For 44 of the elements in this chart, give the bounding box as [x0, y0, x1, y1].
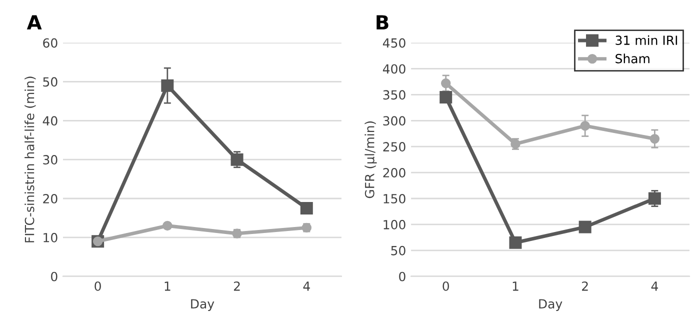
- x-tick-label: 1: [164, 282, 170, 291]
- y-axis-title: FITC-sinistrin half-life (min): [24, 76, 36, 242]
- y-tick-label: 100: [384, 220, 406, 230]
- y-tick-label: 300: [383, 116, 406, 126]
- point: [650, 134, 660, 144]
- y-tick-label: 450: [382, 38, 406, 48]
- y-axis-title: GFR (µl/min): [364, 121, 377, 198]
- chart-title: B: [376, 15, 388, 30]
- y-tick-label: 20: [43, 194, 58, 204]
- point: [580, 120, 590, 131]
- y-tick-label: 200: [383, 168, 406, 178]
- x-tick-label: 2: [234, 281, 240, 291]
- point: [648, 192, 661, 205]
- y-tick-label: 400: [382, 64, 406, 74]
- y-tick-label: 250: [383, 142, 406, 152]
- x-axis-title: Day: [191, 299, 214, 311]
- y-tick-label: 0: [51, 272, 58, 282]
- legend-label: Sham: [616, 54, 650, 64]
- y-tick-label: 0: [399, 272, 406, 282]
- x-tick-label: 4: [303, 282, 310, 291]
- point: [441, 78, 451, 88]
- point: [440, 91, 452, 104]
- y-tick-label: 50: [391, 246, 406, 256]
- y-tick-label: 60: [43, 38, 58, 48]
- x-tick-label: 1: [512, 282, 518, 291]
- x-axis-title: Day: [539, 299, 562, 311]
- y-tick-label: 40: [42, 116, 58, 126]
- x-tick-label: 2: [582, 281, 588, 291]
- y-tick-label: 50: [43, 77, 58, 87]
- x-tick-label: 0: [94, 281, 101, 291]
- y-tick-label: 350: [383, 90, 406, 100]
- x-tick-label: 4: [651, 282, 658, 291]
- legend-label: 31 min IRI: [616, 35, 678, 46]
- point: [162, 220, 172, 231]
- chart-title: A: [26, 15, 42, 30]
- y-tick-label: 150: [384, 194, 406, 204]
- point: [578, 220, 592, 234]
- point: [509, 236, 522, 249]
- point: [230, 153, 244, 166]
- y-tick-label: 10: [44, 232, 58, 242]
- x-tick-label: 0: [442, 281, 450, 291]
- point: [300, 202, 313, 214]
- y-tick-label: 30: [43, 155, 58, 164]
- point: [161, 79, 174, 92]
